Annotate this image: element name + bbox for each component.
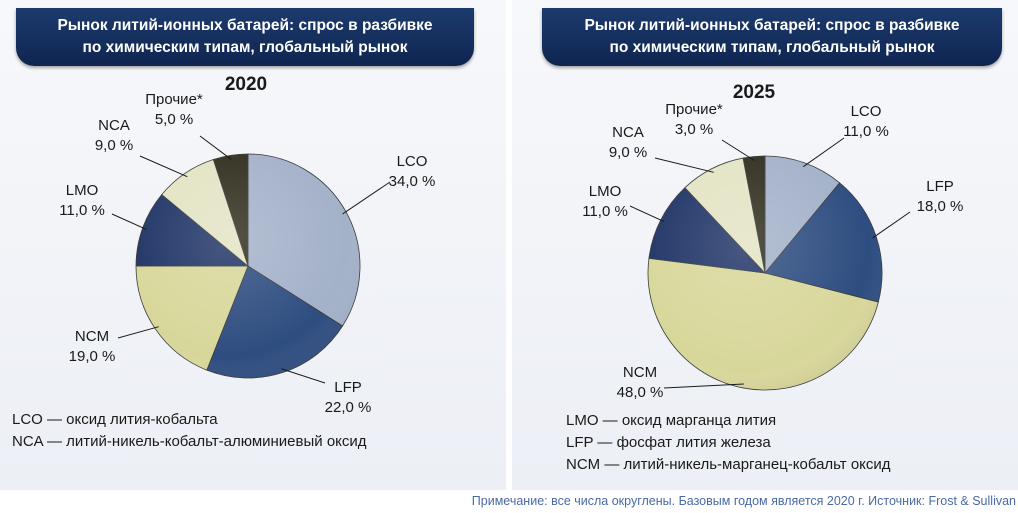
slice-category-label: LCO [851, 103, 882, 120]
chart-title-line2: по химическим типам, глобальный рынок [82, 39, 408, 56]
leader-line [629, 205, 665, 223]
slice-category-label: Прочие* [145, 91, 203, 108]
slice-value-label: 11,0 % [843, 123, 889, 140]
leader-line [872, 211, 911, 239]
slice-category-label: LMO [66, 182, 99, 199]
slice-value-label: 11,0 % [582, 203, 628, 220]
leader-line [139, 155, 188, 178]
pie-2020 [135, 153, 361, 379]
slice-category-label: Прочие* [665, 101, 723, 118]
pie-shading [136, 154, 360, 378]
footnote: Примечание: все числа округлены. Базовым… [471, 494, 1016, 508]
legend-item: LCO — оксид лития-кобальта [12, 411, 218, 428]
year-label-2020: 2020 [224, 74, 268, 95]
leader-line [199, 135, 232, 160]
slice-value-label: 11,0 % [59, 202, 105, 219]
legend-item: LMO — оксид марганца лития [566, 412, 777, 429]
pie-shading [648, 156, 882, 390]
slice-category-label: NCM [75, 328, 109, 345]
slice-value-label: 48,0 % [617, 384, 664, 401]
slice-value-label: 19,0 % [69, 348, 116, 365]
legend-item: NCM — литий-никель-марганец-кобальт окси… [566, 456, 891, 473]
slice-value-label: 9,0 % [609, 144, 647, 161]
chart-title-line2: по химическим типам, глобальный рынок [609, 39, 935, 56]
leader-line [281, 368, 326, 384]
leader-line [654, 157, 714, 173]
slice-category-label: LFP [334, 379, 362, 396]
slice-category-label: NCA [98, 117, 130, 134]
slice-category-label: NCA [612, 124, 644, 141]
slice-category-label: LCO [397, 153, 428, 170]
leader-line [663, 383, 744, 389]
legend-2025: LMO — оксид марганца лития LFP — фосфат … [566, 410, 891, 476]
pie-2025 [647, 155, 883, 391]
slice-value-label: 3,0 % [675, 121, 713, 138]
slice-value-label: 9,0 % [95, 137, 133, 154]
chart-title-2020: Рынок литий-ионных батарей: спрос в разб… [16, 8, 474, 66]
slice-value-label: 34,0 % [389, 173, 436, 190]
leader-line [342, 181, 391, 215]
legend-item: NCA — литий-никель-кобальт-алюминиевый о… [12, 433, 367, 450]
leader-line [802, 137, 845, 168]
leader-line [721, 139, 755, 161]
slice-value-label: 18,0 % [917, 198, 964, 215]
leader-line [117, 326, 159, 339]
legend-item: LFP — фосфат лития железа [566, 434, 771, 451]
slice-category-label: LMO [589, 183, 622, 200]
chart-title-line1: Рынок литий-ионных батарей: спрос в разб… [584, 17, 960, 34]
legend-2020: LCO — оксид лития-кобальта NCA — литий-н… [12, 409, 367, 453]
slice-category-label: NCM [623, 364, 657, 381]
leader-line [111, 213, 147, 230]
slice-category-label: LFP [926, 178, 954, 195]
year-label-2025: 2025 [732, 82, 776, 103]
slice-value-label: 5,0 % [155, 111, 193, 128]
chart-title-2025: Рынок литий-ионных батарей: спрос в разб… [542, 8, 1002, 66]
chart-title-line1: Рынок литий-ионных батарей: спрос в разб… [57, 17, 433, 34]
slice-value-label: 22,0 % [325, 399, 372, 416]
